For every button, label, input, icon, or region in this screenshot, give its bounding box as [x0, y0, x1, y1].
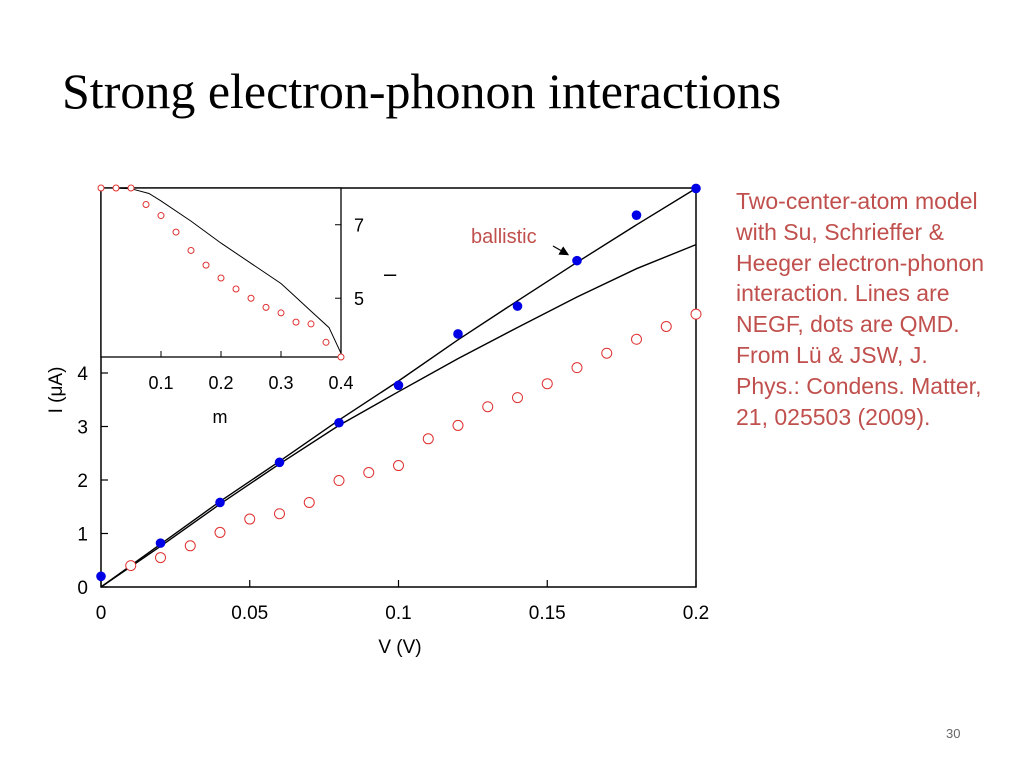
- qmd-interacting-circle: [333, 475, 345, 487]
- x-tick-label: 0: [96, 603, 107, 624]
- y-tick-label: 3: [77, 418, 88, 439]
- inset-qmd-circle: [292, 318, 300, 326]
- inset-x-tick-label: 0.3: [268, 373, 293, 393]
- slide-title: Strong electron-phonon interactions: [62, 63, 782, 119]
- qmd-ballistic-dot: [572, 255, 582, 266]
- y-axis-label: I (μA): [46, 367, 67, 414]
- qmd-interacting-circle: [601, 347, 613, 359]
- qmd-interacting-circle: [660, 320, 672, 332]
- inset-x-axis-label: m: [213, 407, 228, 427]
- inset-qmd-circle: [157, 212, 165, 220]
- ballistic-arrow: [552, 245, 570, 256]
- x-tick-label: 0.15: [529, 603, 566, 624]
- inset-y-tick-label: 7: [354, 216, 364, 236]
- qmd-interacting-circle: [184, 540, 196, 552]
- qmd-ballistic-dot: [691, 183, 701, 194]
- qmd-interacting-circle: [482, 401, 494, 413]
- x-tick-label: 0.1: [385, 603, 411, 624]
- qmd-interacting-circle: [690, 308, 702, 320]
- qmd-ballistic-dot: [274, 457, 285, 468]
- inset-qmd-circle: [277, 309, 285, 317]
- qmd-ballistic-dot: [393, 380, 404, 391]
- qmd-interacting-circle: [422, 433, 434, 445]
- inset-frame: [100, 187, 342, 358]
- negf-interacting-line: [100, 243, 697, 588]
- qmd-interacting-circle: [244, 513, 256, 525]
- qmd-interacting-circle: [155, 552, 166, 564]
- inset-qmd-circle: [172, 228, 180, 236]
- x-tick-label: 0.05: [231, 603, 268, 624]
- qmd-interacting-circle: [393, 460, 404, 472]
- qmd-interacting-circle: [512, 392, 523, 404]
- inset-y-axis-glyph: –: [384, 261, 397, 286]
- inset-qmd-circle: [187, 246, 195, 254]
- inset-y-tick-label: 5: [354, 289, 364, 309]
- inset-qmd-circle: [232, 285, 240, 293]
- qmd-interacting-circle: [541, 378, 553, 390]
- x-axis-label: V (V): [378, 637, 421, 658]
- y-tick-label: 1: [77, 525, 88, 546]
- qmd-interacting-circle: [125, 560, 137, 572]
- ballistic-annotation: ballistic: [471, 226, 537, 248]
- inset-x-tick-label: 0.4: [328, 373, 353, 393]
- qmd-ballistic-dot: [453, 329, 463, 339]
- inset-qmd-circle: [307, 320, 315, 328]
- page-number: 30: [946, 726, 961, 741]
- qmd-interacting-circle: [274, 508, 285, 520]
- figure-caption: Two-center-atom model with Su, Schrieffe…: [736, 188, 985, 430]
- qmd-ballistic-dot: [215, 497, 225, 508]
- inset-qmd-circle: [97, 184, 105, 192]
- qmd-interacting-circle: [571, 362, 583, 374]
- inset-qmd-circle: [127, 184, 135, 192]
- inset-qmd-circle: [142, 201, 150, 209]
- qmd-ballistic-dot: [96, 571, 106, 582]
- qmd-interacting-circle: [303, 496, 315, 508]
- inset-plot: 0.1 0.2 0.3 0.4 5 7 – m: [97, 184, 397, 427]
- y-tick-label: 0: [77, 578, 88, 599]
- y-tick-label: 4: [77, 364, 88, 385]
- inset-qmd-circle: [322, 338, 330, 346]
- inset-x-tick-label: 0.2: [208, 373, 233, 393]
- y-tick-label: 2: [77, 471, 88, 492]
- inset-x-tick-label: 0.1: [148, 373, 173, 393]
- qmd-ballistic-dot: [512, 301, 523, 311]
- inset-qmd-circle: [112, 184, 120, 192]
- qmd-ballistic-dot: [631, 210, 642, 220]
- inset-qmd-circle: [202, 261, 210, 269]
- inset-qmd-circle: [262, 303, 270, 311]
- qmd-interacting-circle: [631, 333, 642, 345]
- qmd-interacting-circle: [363, 467, 375, 479]
- qmd-ballistic-dot: [334, 417, 344, 428]
- inset-qmd-circle: [337, 353, 345, 361]
- x-tick-label: 0.2: [683, 603, 709, 624]
- inset-qmd-circle: [217, 274, 225, 282]
- inset-qmd-circle: [247, 294, 255, 302]
- qmd-interacting-circle: [214, 526, 226, 538]
- qmd-ballistic-dot: [155, 538, 166, 548]
- qmd-interacting-circle: [452, 419, 464, 431]
